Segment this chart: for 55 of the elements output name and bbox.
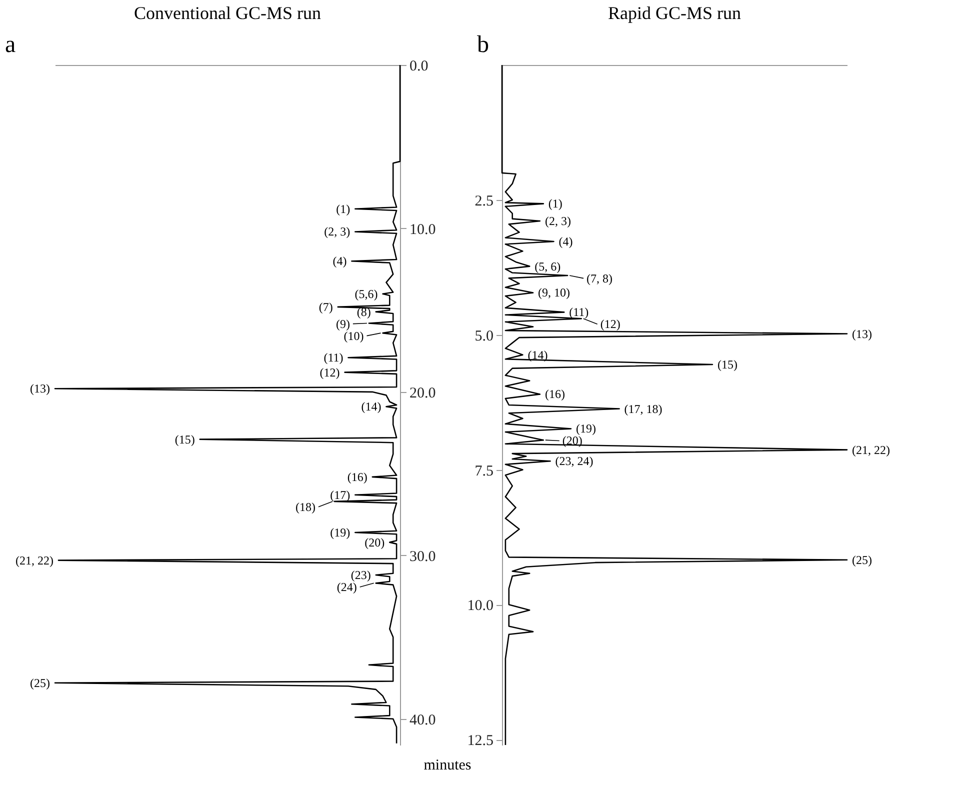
annotation: (24) — [336, 580, 357, 594]
annotation: (18) — [295, 500, 316, 514]
annotation: (9, 10) — [538, 286, 570, 300]
annotation: (13) — [30, 382, 50, 396]
annotation: (9) — [336, 316, 350, 331]
y-tick-label: 2.5 — [474, 193, 494, 210]
annotation: (2, 3) — [544, 214, 571, 228]
y-tick-label: 5.0 — [474, 328, 494, 344]
annotation: (19) — [576, 422, 596, 436]
annotation: (7, 8) — [586, 271, 613, 286]
annotation: (20) — [364, 535, 385, 550]
annotation: (11) — [324, 350, 344, 365]
annotation: (2, 3) — [324, 224, 350, 239]
annotation: (5,6) — [354, 286, 378, 301]
annotation: (15) — [717, 358, 738, 372]
annotation: (1) — [548, 196, 562, 211]
annotation: (21, 22) — [15, 553, 54, 568]
y-tick-label: 0.0 — [410, 58, 428, 74]
y-tick-label: 20.0 — [410, 385, 436, 402]
annotation: (7) — [318, 300, 333, 314]
annotation: (4) — [332, 254, 347, 268]
annotation: (4) — [558, 234, 573, 248]
annotation: (16) — [347, 470, 368, 484]
annotation: (1) — [336, 202, 350, 216]
y-tick-label: 12.5 — [467, 733, 494, 750]
annotation: (14) — [528, 348, 548, 362]
annotation: (17, 18) — [624, 402, 662, 416]
annotation: (16) — [544, 387, 565, 402]
annotation: (25) — [852, 552, 872, 567]
text: b — [477, 32, 489, 58]
chart-title: Conventional GC-MS run — [134, 3, 321, 23]
annotation: (23) — [350, 568, 371, 582]
chart-title: Rapid GC-MS run — [608, 3, 742, 23]
text: minutes — [424, 758, 472, 774]
y-tick-label: 40.0 — [410, 712, 436, 728]
annotation: (15) — [174, 432, 195, 446]
annotation: (17) — [330, 488, 350, 502]
annotation: (14) — [361, 400, 382, 414]
annotation: (8) — [356, 304, 371, 319]
annotation: (25) — [30, 676, 50, 690]
annotation: (11) — [569, 305, 589, 320]
annotation: (19) — [330, 526, 350, 540]
y-tick-label: 7.5 — [474, 463, 494, 480]
text: a — [5, 32, 16, 58]
annotation: (13) — [852, 326, 872, 341]
y-tick-label: 30.0 — [410, 548, 436, 565]
annotation: (12) — [600, 317, 620, 332]
y-tick-label: 10.0 — [467, 598, 494, 614]
annotation: (20) — [562, 434, 582, 448]
annotation: (21, 22) — [852, 442, 890, 457]
y-tick-label: 10.0 — [410, 222, 436, 238]
annotation: (12) — [320, 365, 340, 380]
annotation: (23, 24) — [555, 454, 594, 468]
annotation: (5, 6) — [534, 259, 561, 274]
annotation: (10) — [344, 328, 364, 343]
